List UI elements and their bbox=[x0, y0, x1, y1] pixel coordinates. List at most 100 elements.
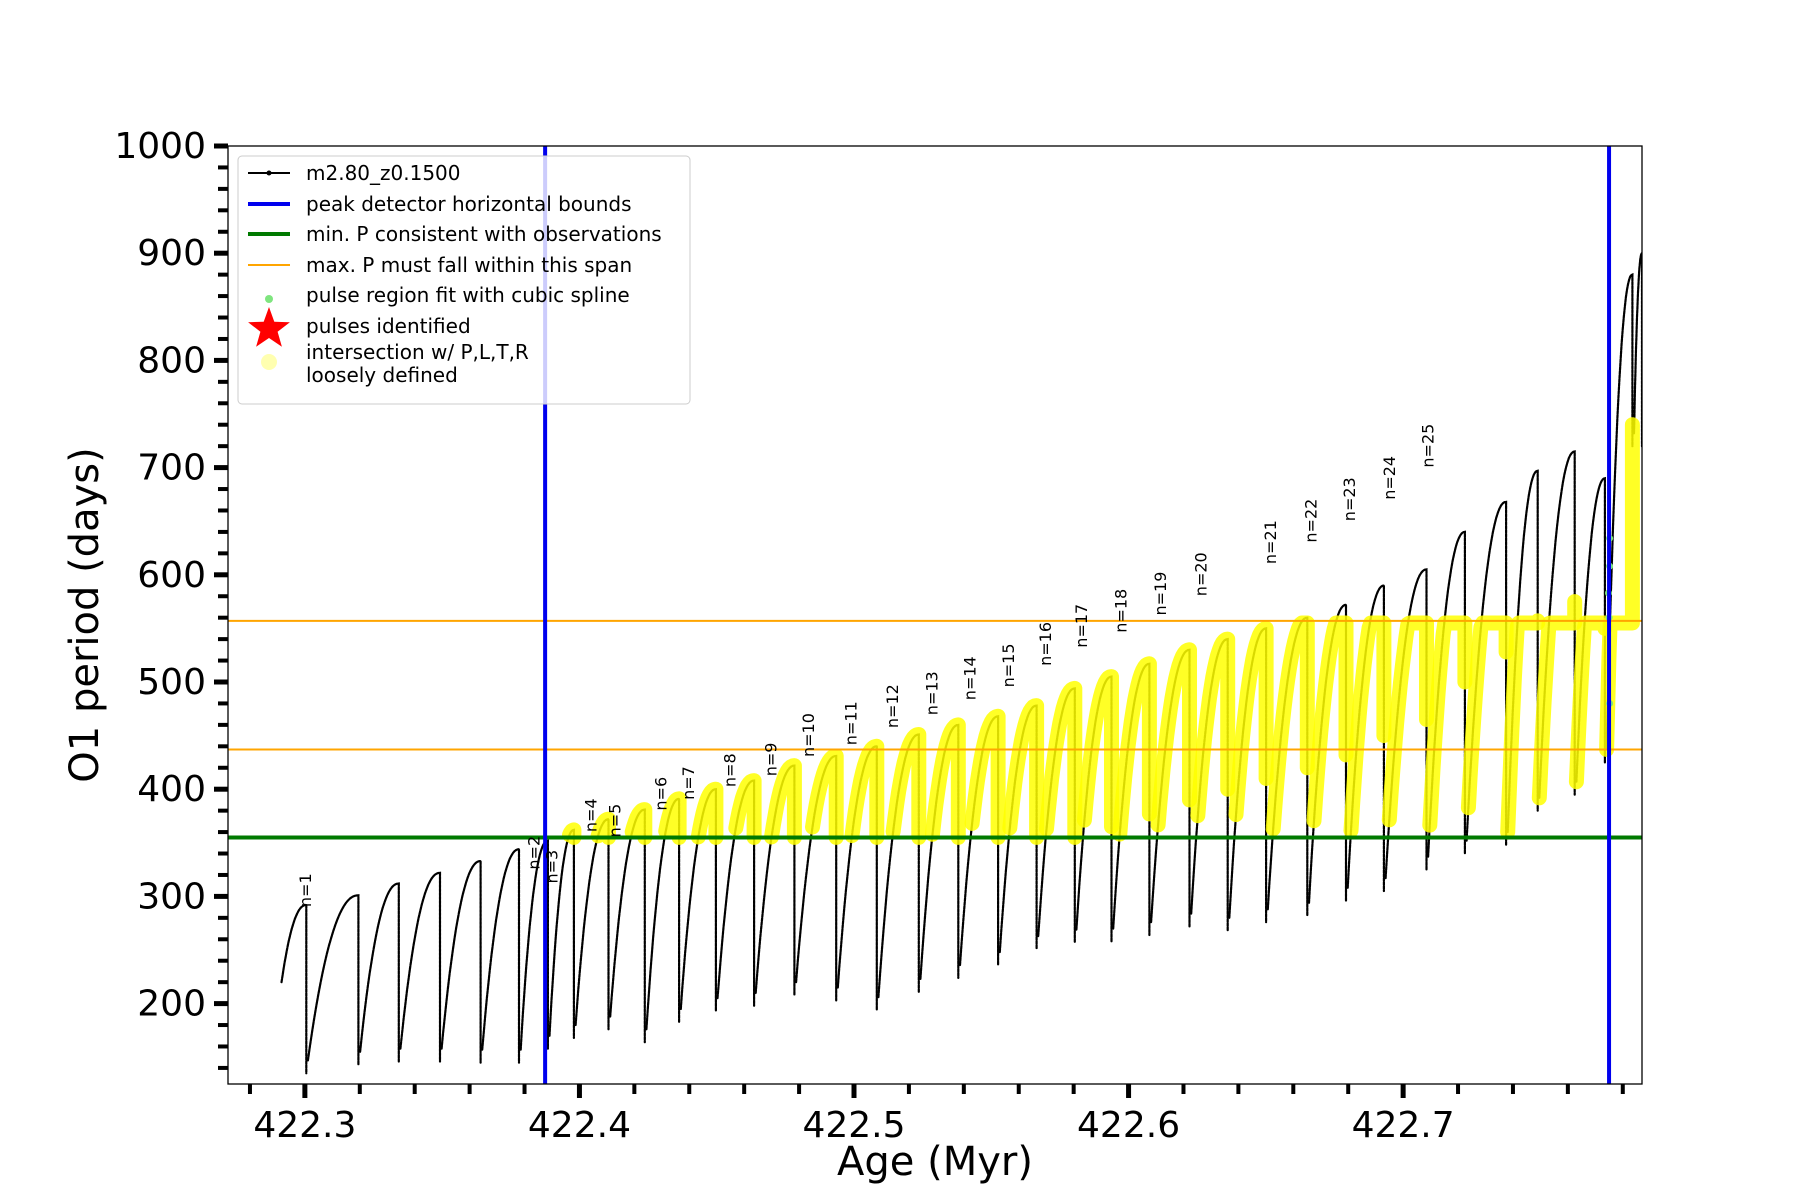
series-line-pulse-4 bbox=[399, 871, 442, 1063]
series-line-pulse-1 bbox=[280, 903, 308, 1075]
y-tick-label: 500 bbox=[137, 662, 206, 703]
legend-item-1: m2.80_z0.1500 bbox=[248, 161, 461, 185]
pulse-label-10: n=10 bbox=[799, 713, 818, 757]
intersection-marker-20 bbox=[1228, 620, 1274, 822]
x-axis-title: Age (Myr) bbox=[837, 1139, 1033, 1185]
legend-label: pulses identified bbox=[306, 314, 471, 338]
intersection-marker-30 bbox=[1599, 417, 1640, 757]
axis-ticks: 200 300 400 500 600 700 800 900 1000 422.3 422.4 42… bbox=[114, 126, 1625, 1146]
pulse-label-25: n=25 bbox=[1418, 424, 1437, 468]
y-tick-label: 400 bbox=[137, 769, 206, 810]
intersection-marker-6 bbox=[690, 781, 724, 845]
intersection-marker-18 bbox=[1150, 642, 1197, 833]
pulse-label-19: n=19 bbox=[1151, 572, 1170, 616]
intersection-marker-13 bbox=[964, 708, 1006, 845]
legend-item-3: min. P consistent with observations bbox=[248, 222, 662, 246]
plot-frame bbox=[227, 145, 1643, 1085]
legend-swatch bbox=[265, 295, 273, 303]
pulse-label-2: n=2 bbox=[525, 836, 544, 870]
intersection-marker-5 bbox=[658, 791, 687, 845]
intersection-marker-24 bbox=[1381, 615, 1434, 828]
intersection-marker-25 bbox=[1422, 615, 1473, 833]
y-tick-label: 1000 bbox=[114, 126, 206, 167]
legend-item-6: pulses identified bbox=[248, 307, 471, 347]
intersection-marker-29 bbox=[1568, 615, 1613, 790]
intersection-marker-16 bbox=[1076, 669, 1119, 835]
x-tick-label: 422.6 bbox=[1077, 1105, 1180, 1146]
pulse-label-12: n=12 bbox=[883, 684, 902, 728]
pulse-label-21: n=21 bbox=[1261, 520, 1280, 564]
y-tick-label: 600 bbox=[137, 555, 206, 596]
pulse-label-3: n=3 bbox=[543, 850, 562, 884]
intersection-marker-19 bbox=[1190, 631, 1236, 824]
legend-label: peak detector horizontal bounds bbox=[306, 192, 632, 216]
legend-star-icon bbox=[248, 307, 290, 347]
intersection-marker-26 bbox=[1460, 615, 1514, 816]
pulse-label-11: n=11 bbox=[842, 701, 861, 745]
y-tick-label: 700 bbox=[137, 448, 206, 489]
intersection-marker-8 bbox=[764, 758, 802, 845]
x-tick-label: 422.7 bbox=[1352, 1105, 1455, 1146]
intersection-marker-10 bbox=[844, 738, 885, 845]
intersection-marker-2 bbox=[562, 822, 582, 845]
x-tick-label: 422.3 bbox=[253, 1105, 356, 1146]
series-line-pulse-3 bbox=[359, 882, 400, 1063]
intersection-marker-28 bbox=[1531, 594, 1583, 806]
legend-item-2: peak detector horizontal bounds bbox=[248, 192, 632, 216]
legend-label: m2.80_z0.1500 bbox=[306, 161, 461, 185]
y-tick-label: 200 bbox=[137, 984, 206, 1025]
pulse-label-17: n=17 bbox=[1072, 604, 1091, 648]
pulse-label-24: n=24 bbox=[1380, 456, 1399, 500]
x-tick-label: 422.4 bbox=[528, 1105, 631, 1146]
intersection-marker-21 bbox=[1265, 615, 1315, 837]
pulse-label-7: n=7 bbox=[679, 766, 698, 800]
legend-label: pulse region fit with cubic spline bbox=[306, 283, 630, 307]
legend-swatch-dot bbox=[266, 170, 272, 176]
intersection-marker-7 bbox=[728, 773, 762, 845]
series-line-pulse-5 bbox=[440, 859, 482, 1064]
series-line-pulse-10 bbox=[609, 808, 646, 1044]
series-line-pulse-36 bbox=[1605, 272, 1634, 751]
series-line-pulse-2 bbox=[306, 894, 360, 1066]
y-tick-label: 800 bbox=[137, 340, 206, 381]
pulse-label-15: n=15 bbox=[999, 643, 1018, 687]
pulse-label-23: n=23 bbox=[1340, 477, 1359, 521]
pulse-label-1: n=1 bbox=[296, 873, 315, 907]
intersection-marker-11 bbox=[885, 727, 927, 845]
intersection-region-markers bbox=[562, 417, 1640, 845]
intersection-marker-3 bbox=[590, 811, 616, 845]
pulse-label-6: n=6 bbox=[652, 777, 671, 811]
intersection-marker-17 bbox=[1112, 656, 1157, 842]
legend-label: min. P consistent with observations bbox=[306, 222, 662, 246]
series-line-pulse-37 bbox=[1632, 251, 1642, 448]
legend-label-line2: loosely defined bbox=[306, 363, 458, 387]
intersection-marker-23 bbox=[1343, 615, 1392, 839]
pulse-label-4: n=4 bbox=[582, 798, 601, 832]
legend-box bbox=[237, 155, 691, 405]
y-tick-label: 300 bbox=[137, 876, 206, 917]
pulse-label-9: n=9 bbox=[762, 743, 781, 777]
x-tick-label: 422.5 bbox=[802, 1105, 905, 1146]
series-line-pulse-9 bbox=[574, 817, 610, 1031]
pulse-label-22: n=22 bbox=[1302, 499, 1321, 543]
legend-swatch bbox=[261, 354, 277, 370]
y-tick-label: 900 bbox=[137, 233, 206, 274]
intersection-marker-22 bbox=[1306, 615, 1354, 829]
reference-lines bbox=[228, 146, 1642, 1084]
intersection-marker-4 bbox=[624, 802, 653, 845]
intersection-marker-12 bbox=[925, 717, 966, 845]
pulse-label-13: n=13 bbox=[923, 671, 942, 715]
pulse-label-5: n=5 bbox=[606, 804, 625, 838]
intersection-marker-27 bbox=[1500, 613, 1546, 840]
pulse-label-16: n=16 bbox=[1036, 622, 1055, 666]
intersection-marker-14 bbox=[1002, 698, 1045, 845]
intersection-marker-15 bbox=[1039, 680, 1083, 845]
series-line-pulse-6 bbox=[481, 847, 521, 1064]
pulse-labels: n=1 n=2n=3 n=4 n=5 n=6 n=7 n=8 n=9 n=10 n=11 n=12 n… bbox=[296, 424, 1437, 907]
legend-label: max. P must fall within this span bbox=[306, 253, 632, 277]
legend-item-5: pulse region fit with cubic spline bbox=[265, 283, 630, 307]
legend-item-4: max. P must fall within this span bbox=[248, 253, 632, 277]
